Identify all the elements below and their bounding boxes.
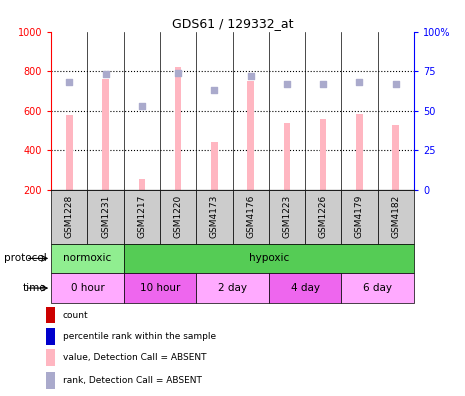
Bar bbox=[175, 67, 181, 190]
Point bbox=[102, 71, 109, 78]
Text: hypoxic: hypoxic bbox=[249, 253, 289, 263]
Text: GSM1226: GSM1226 bbox=[319, 195, 328, 238]
Bar bbox=[46, 328, 55, 345]
Text: GSM4176: GSM4176 bbox=[246, 195, 255, 238]
Bar bbox=[66, 115, 73, 190]
Text: percentile rank within the sample: percentile rank within the sample bbox=[63, 332, 216, 341]
Text: protocol: protocol bbox=[4, 253, 46, 263]
Point bbox=[392, 81, 399, 87]
Bar bbox=[232, 190, 269, 244]
Text: 2 day: 2 day bbox=[218, 283, 247, 293]
Text: 10 hour: 10 hour bbox=[140, 283, 180, 293]
Text: GSM1223: GSM1223 bbox=[282, 195, 292, 238]
Bar bbox=[51, 190, 87, 244]
Bar bbox=[51, 273, 124, 303]
Bar bbox=[305, 190, 341, 244]
Point bbox=[138, 103, 146, 109]
Bar bbox=[269, 190, 305, 244]
Bar bbox=[341, 190, 378, 244]
Text: normoxic: normoxic bbox=[63, 253, 112, 263]
Text: time: time bbox=[23, 283, 46, 293]
Bar bbox=[160, 190, 196, 244]
Bar bbox=[341, 273, 414, 303]
Text: GSM1220: GSM1220 bbox=[173, 195, 183, 238]
Bar bbox=[124, 244, 414, 273]
Text: count: count bbox=[63, 310, 88, 320]
Bar bbox=[196, 273, 269, 303]
Point bbox=[356, 79, 363, 86]
Bar bbox=[139, 179, 145, 190]
Title: GDS61 / 129332_at: GDS61 / 129332_at bbox=[172, 17, 293, 30]
Text: GSM4182: GSM4182 bbox=[391, 195, 400, 238]
Bar bbox=[51, 244, 124, 273]
Bar bbox=[378, 190, 414, 244]
Bar bbox=[269, 273, 341, 303]
Text: GSM4179: GSM4179 bbox=[355, 195, 364, 238]
Text: GSM1228: GSM1228 bbox=[65, 195, 74, 238]
Text: rank, Detection Call = ABSENT: rank, Detection Call = ABSENT bbox=[63, 376, 202, 385]
Bar bbox=[102, 79, 109, 190]
Text: 6 day: 6 day bbox=[363, 283, 392, 293]
Point bbox=[66, 79, 73, 86]
Text: value, Detection Call = ABSENT: value, Detection Call = ABSENT bbox=[63, 353, 206, 362]
Text: 0 hour: 0 hour bbox=[71, 283, 104, 293]
Bar bbox=[211, 141, 218, 190]
Point bbox=[211, 87, 218, 93]
Bar bbox=[46, 372, 55, 388]
Bar bbox=[356, 114, 363, 190]
Bar bbox=[46, 307, 55, 324]
Bar bbox=[392, 125, 399, 190]
Bar bbox=[87, 190, 124, 244]
Bar bbox=[124, 273, 196, 303]
Bar bbox=[247, 81, 254, 190]
Bar bbox=[196, 190, 232, 244]
Bar bbox=[284, 123, 290, 190]
Point bbox=[319, 81, 327, 87]
Point bbox=[283, 81, 291, 87]
Text: 4 day: 4 day bbox=[291, 283, 319, 293]
Bar bbox=[46, 350, 55, 366]
Bar bbox=[124, 190, 160, 244]
Text: GSM4173: GSM4173 bbox=[210, 195, 219, 238]
Text: GSM1231: GSM1231 bbox=[101, 195, 110, 238]
Bar bbox=[320, 119, 326, 190]
Point bbox=[174, 70, 182, 76]
Point bbox=[247, 73, 254, 79]
Text: GSM1217: GSM1217 bbox=[137, 195, 146, 238]
